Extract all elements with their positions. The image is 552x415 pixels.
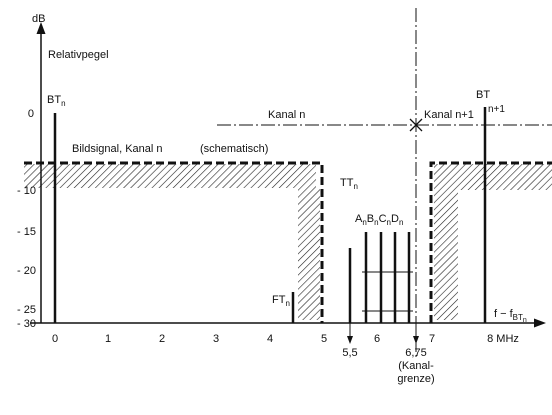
x-tick: 1 <box>105 333 111 345</box>
label-part: B <box>367 213 374 225</box>
x-mark: 6,75 <box>405 347 426 359</box>
label-part: TT <box>340 177 354 189</box>
x-tick: 8 MHz <box>487 333 519 345</box>
x-ticks: 0 1 2 3 4 5 6 7 8 MHz 5,5 6,75 (Kanal- g… <box>52 333 519 385</box>
annotation: (schematisch) <box>200 143 268 155</box>
label-part: f − f <box>494 308 514 320</box>
label-part: n <box>374 218 378 227</box>
label-part: BT <box>513 313 523 322</box>
label-part: A <box>355 213 363 225</box>
y-tick: - 30 <box>17 318 36 330</box>
label-part: n <box>399 218 403 227</box>
hatching <box>24 164 552 320</box>
y-tick: - 25 <box>17 304 36 316</box>
label-part: n <box>523 317 527 324</box>
carrier-label: TTn <box>340 177 358 191</box>
y-tick: 0 <box>28 108 34 120</box>
y-label: Relativpegel <box>48 49 109 61</box>
y-tick: - 20 <box>17 265 36 277</box>
carrier-label: AnBnCnDn <box>355 213 403 227</box>
boundaries <box>217 8 552 360</box>
label-part: BT <box>47 94 61 106</box>
label-part: n <box>61 99 65 108</box>
carrier-label: BTn <box>47 94 66 108</box>
carrier-lines <box>53 107 487 323</box>
note: grenze) <box>397 373 434 385</box>
y-unit: dB <box>32 13 45 25</box>
cross-mark <box>409 118 423 132</box>
label-part: n <box>285 299 289 308</box>
x-tick: 5 <box>321 333 327 345</box>
carrier-label: FTn <box>272 294 290 308</box>
x-tick: 7 <box>429 333 435 345</box>
y-ticks: 0 - 10 - 15 - 20 - 25 - 30 <box>17 108 36 330</box>
x-mark: 5,5 <box>342 347 357 359</box>
annotation: Kanal n <box>268 109 305 121</box>
x-tick: 6 <box>374 333 380 345</box>
carrier-label: BT n+1 <box>476 89 505 115</box>
x-tick: 3 <box>213 333 219 345</box>
label-part: n+1 <box>488 104 505 115</box>
label-part: n <box>362 218 366 227</box>
label-part: BT <box>476 89 490 101</box>
label-part: C <box>379 213 387 225</box>
y-tick: - 10 <box>17 185 36 197</box>
annotation: Bildsignal, Kanal n <box>72 143 163 155</box>
label-part: n <box>353 182 357 191</box>
x-tick: 0 <box>52 333 58 345</box>
label-part: n <box>387 218 391 227</box>
label-part: FT <box>272 294 286 306</box>
level-ticks <box>362 271 413 312</box>
axes <box>30 22 546 328</box>
x-tick: 4 <box>267 333 273 345</box>
y-tick: - 15 <box>17 226 36 238</box>
x-label: f − fBTn <box>494 308 527 324</box>
masks <box>24 161 552 323</box>
x-tick: 2 <box>159 333 165 345</box>
note: (Kanal- <box>398 360 434 372</box>
label-part: D <box>391 213 399 225</box>
annotation: Kanal n+1 <box>424 109 474 121</box>
